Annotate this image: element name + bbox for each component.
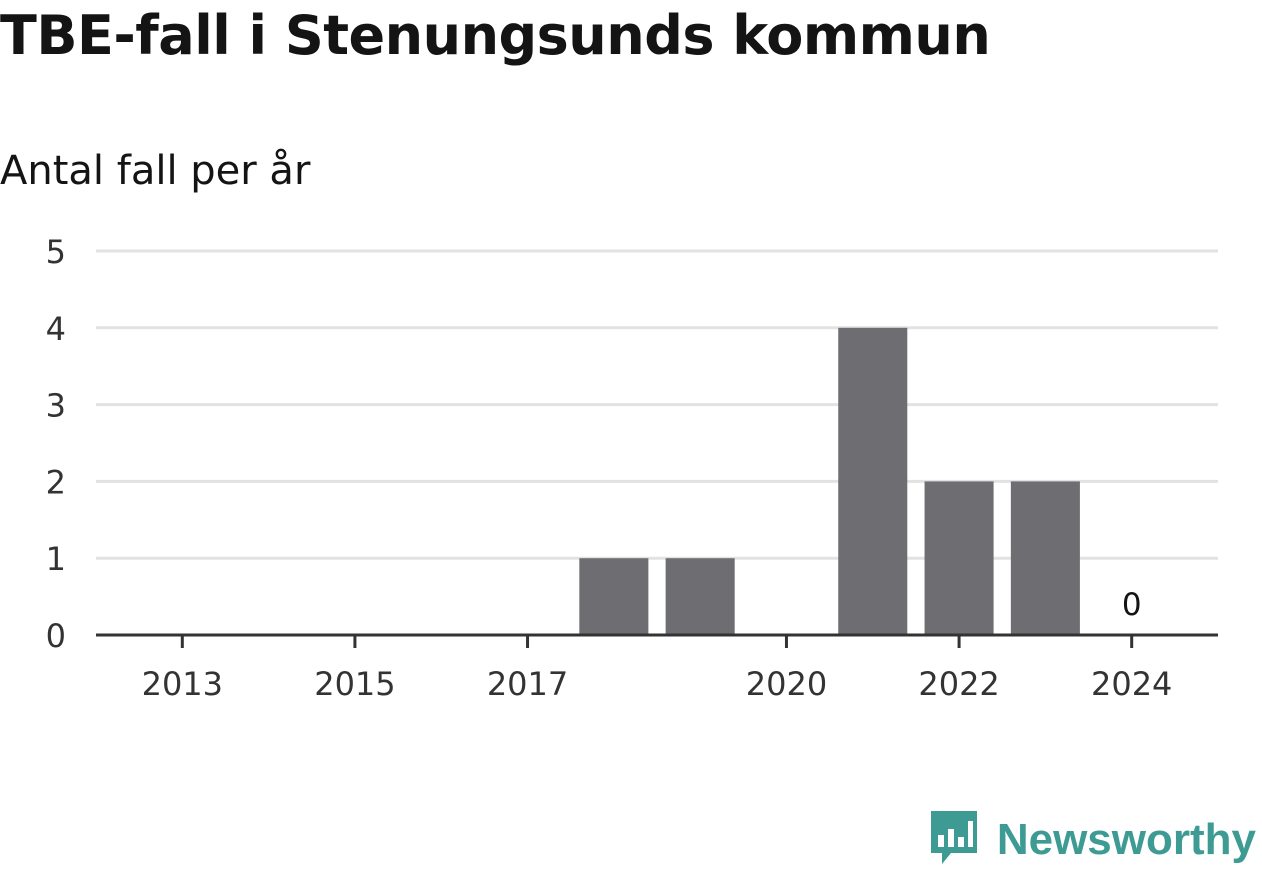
x-tick-label: 2020 [746,665,827,703]
x-tick-label: 2013 [142,665,223,703]
brand-name: Newsworthy [996,815,1256,864]
x-tick-label: 2017 [487,665,568,703]
bar-chart: 0 1 2 3 4 5 2013 2015 2017 2020 2022 2024 0 [46,233,1218,703]
x-tick-label: 2022 [918,665,999,703]
brand-logo: Newsworthy [929,809,1256,871]
data-label: 0 [1122,587,1142,623]
bar-2021 [838,327,908,635]
y-tick-label: 1 [46,540,66,578]
y-tick-label: 4 [46,310,66,348]
y-tick-label: 2 [46,463,66,501]
newsworthy-logo-icon [929,809,979,871]
data-labels: 0 [1122,587,1142,623]
y-tick-label: 3 [46,387,66,425]
bar-2023 [1010,481,1080,635]
bar-2019 [665,558,735,635]
x-tick-label: 2015 [314,665,395,703]
x-tick-label: 2024 [1091,665,1172,703]
y-tick-label: 0 [46,617,66,655]
page-title: TBE-fall i Stenungsunds kommun [0,4,991,67]
y-tick-label: 5 [46,233,66,271]
y-tick-labels: 0 1 2 3 4 5 [46,233,66,655]
chart-subtitle: Antal fall per år [0,148,311,194]
bar-2022 [924,481,994,635]
x-axis [96,633,1218,648]
bars [579,327,1080,635]
x-tick-labels: 2013 2015 2017 2020 2022 2024 [142,665,1173,703]
bar-2018 [579,558,649,635]
